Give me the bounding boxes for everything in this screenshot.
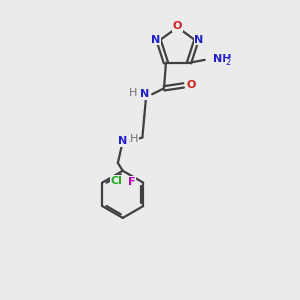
Text: O: O (187, 80, 196, 90)
Text: N: N (118, 136, 128, 146)
Text: NH: NH (213, 54, 231, 64)
Text: N: N (140, 89, 149, 99)
Text: F: F (128, 177, 135, 187)
Text: O: O (173, 21, 182, 31)
Text: 2: 2 (225, 58, 231, 67)
Text: H: H (129, 88, 138, 98)
Text: N: N (194, 35, 204, 45)
Text: Cl: Cl (110, 176, 122, 186)
Text: N: N (151, 35, 160, 45)
Text: H: H (130, 134, 139, 144)
